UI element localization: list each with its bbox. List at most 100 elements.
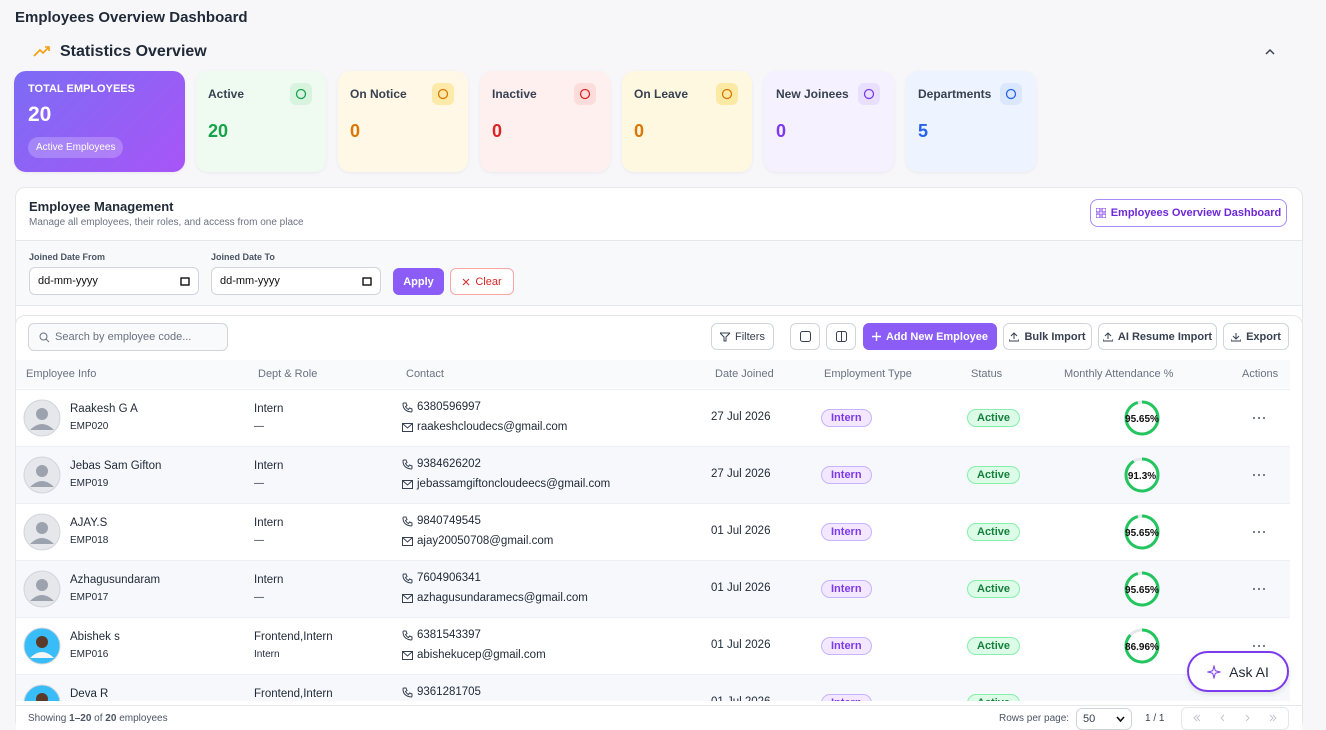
icon-shape	[402, 630, 413, 641]
dot	[1252, 530, 1256, 534]
grid-icon	[1095, 208, 1106, 218]
role: —	[254, 478, 264, 489]
collapse-toggle[interactable]	[1264, 47, 1276, 57]
stat-label: On Leave	[634, 87, 689, 101]
icon-glyph	[437, 88, 449, 100]
add-employee-button[interactable]: Add New Employee	[863, 323, 997, 350]
icon-glyph	[721, 88, 733, 100]
export-button[interactable]: Export	[1223, 323, 1289, 350]
phone-number: 9384626202	[417, 458, 481, 470]
phone-icon	[402, 516, 413, 527]
dashboard-button[interactable]: Employees Overview Dashboard	[1090, 199, 1287, 227]
ask-ai-button[interactable]: Ask AI	[1187, 651, 1289, 692]
bulk-import-button[interactable]: Bulk Import	[1003, 323, 1092, 350]
column-header: Date Joined	[715, 368, 774, 380]
phone: 9840749545	[402, 515, 481, 527]
dot	[1257, 587, 1261, 591]
columns-toggle[interactable]	[826, 323, 856, 350]
employee-name: Jebas Sam Gifton	[70, 460, 162, 472]
avatar-body	[30, 652, 54, 658]
table-row: Raakesh G A EMP020 Intern — 6380596997 raakes…	[16, 389, 1290, 446]
panel-subtitle: Manage all employees, their roles, and a…	[29, 217, 304, 228]
column-header: Status	[971, 368, 1003, 380]
status-badge: Active	[967, 523, 1021, 541]
page-title: Employees Overview Dashboard	[15, 9, 248, 26]
upload-icon	[1102, 331, 1113, 341]
apply-button[interactable]: Apply	[393, 268, 444, 295]
attendance-ring: 91.3%	[1124, 457, 1160, 493]
email-address: abishekucep@gmail.com	[417, 649, 546, 661]
stat-icon	[716, 83, 738, 105]
calendar-icon	[180, 277, 190, 286]
stat-label: TOTAL EMPLOYEES	[28, 83, 135, 95]
download-icon	[1231, 332, 1242, 341]
attendance-label: 86.96%	[1125, 642, 1159, 653]
employee-code: EMP017	[70, 592, 109, 603]
date-joined: 27 Jul 2026	[711, 468, 771, 480]
email-address: raakeshcloudecs@gmail.com	[417, 421, 568, 433]
page-indicator: 1 / 1	[1145, 713, 1165, 724]
filter-label: Joined Date From	[29, 252, 106, 262]
stat-icon	[1000, 83, 1022, 105]
column-header: Contact	[406, 368, 444, 380]
date-joined: 01 Jul 2026	[711, 582, 771, 594]
dot	[1257, 473, 1261, 477]
avatar-body	[30, 538, 54, 544]
button-label: Employees Overview Dashboard	[1110, 207, 1282, 219]
row-actions[interactable]	[1252, 586, 1266, 592]
row-actions[interactable]	[1252, 529, 1266, 535]
x-icon	[462, 278, 470, 285]
ring-arc	[1124, 571, 1160, 607]
employment-type: Intern	[821, 694, 872, 701]
stat-badge: Active Employees	[28, 137, 124, 158]
upload-icon	[1009, 331, 1020, 341]
sparkle-icon	[1207, 664, 1222, 679]
attendance-ring: 86.96%	[1124, 628, 1160, 664]
stat-card: On Leave 0	[622, 71, 752, 172]
department: Intern	[254, 517, 284, 529]
phone-number: 7604906341	[417, 572, 481, 584]
employment-type: Intern	[821, 409, 872, 427]
table-row: Deva R Frontend,Intern 9361281705 01 Jul 20…	[16, 674, 1290, 701]
dot	[1262, 416, 1266, 420]
panel-title: Employee Management	[29, 199, 174, 214]
filters-button[interactable]: Filters	[711, 323, 774, 350]
date-joined: 27 Jul 2026	[711, 411, 771, 423]
email-address: jebassamgiftoncloudeecs@gmail.com	[417, 478, 611, 490]
mail-icon	[402, 650, 413, 660]
pagination[interactable]	[1181, 707, 1289, 730]
placeholder: dd-mm-yyyy	[38, 275, 98, 287]
date-input[interactable]: dd-mm-yyyy	[211, 267, 381, 295]
mail-icon	[402, 536, 413, 546]
column-header: Monthly Attendance %	[1064, 368, 1174, 380]
icon-glyph	[295, 88, 307, 100]
phone-icon	[402, 687, 413, 698]
phone-number: 9361281705	[417, 686, 481, 698]
date-joined: 01 Jul 2026	[711, 696, 770, 701]
role: Intern	[254, 649, 280, 660]
view-toggle[interactable]	[790, 323, 820, 350]
phone: 9384626202	[402, 458, 481, 470]
attendance-label: 91.3%	[1128, 471, 1156, 482]
row-actions[interactable]	[1252, 472, 1266, 478]
dot	[1252, 473, 1256, 477]
date-input[interactable]: dd-mm-yyyy	[29, 267, 199, 295]
row-actions[interactable]	[1252, 415, 1266, 421]
value: 50	[1083, 713, 1096, 725]
icon-shape	[402, 459, 413, 470]
employment-type: Intern	[821, 523, 872, 541]
stat-card: Active 20	[196, 71, 326, 172]
attendance-label: 95.65%	[1125, 414, 1159, 425]
search-input[interactable]: Search by employee code...	[28, 323, 228, 351]
ring-arc	[1124, 628, 1160, 664]
employment-type: Intern	[821, 637, 872, 655]
clear-button[interactable]: Clear	[450, 268, 514, 295]
avatar-head	[36, 636, 48, 648]
row-actions[interactable]	[1252, 643, 1266, 649]
avatar-head	[36, 579, 48, 591]
ai-import-button[interactable]: AI Resume Import	[1098, 323, 1217, 350]
dot	[1257, 416, 1261, 420]
page-size-select[interactable]: 50	[1076, 708, 1132, 730]
role: —	[254, 535, 264, 546]
department: Intern	[254, 574, 284, 586]
